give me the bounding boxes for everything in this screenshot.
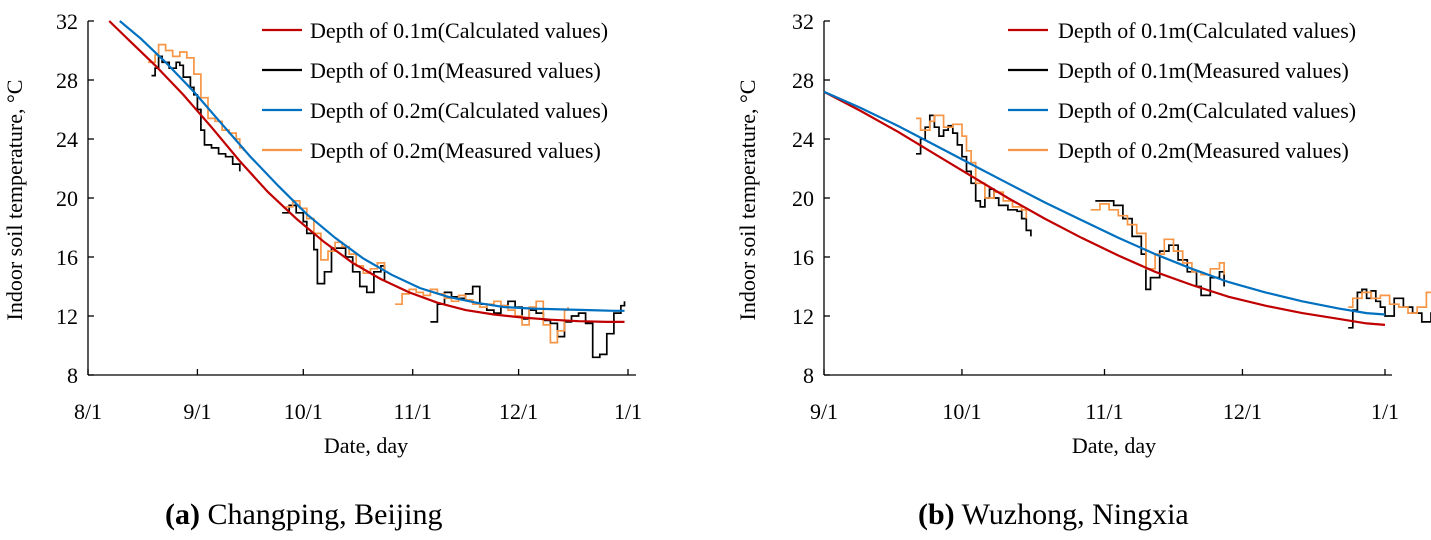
y-axis-title-a: Indoor soil temperature, °C [2,80,27,321]
legend-label-meas-01-b: Depth of 0.1m(Measured values) [1058,58,1349,83]
caption-panel-b: (b) Wuzhong, Ningxia [918,498,1189,532]
x-axis-title-a: Date, day [324,433,408,458]
legend-label-calc-01-b: Depth of 0.1m(Calculated values) [1058,18,1356,43]
caption-panel-a: (a) Changping, Beijing [165,498,442,532]
series-meas-02-a-seg2 [395,288,569,344]
series-meas-02-a-seg1 [285,200,386,275]
x-tick-label-a: 9/1 [183,399,211,424]
caption-b-text: Wuzhong, Ningxia [961,498,1189,531]
x-tick-label-a: 1/1 [614,399,642,424]
chart-panel-b: 8 12 16 20 24 28 32 9/1 10/1 11/1 12/1 1/1 Date, day… [735,9,1431,458]
y-tick-label-b: 20 [792,186,814,211]
chart-panel-a: 8 12 16 20 24 28 32 8/1 9/1 10/1 11/1 12/1 1/1 Date, … [2,9,642,458]
series-meas-02-b-seg2 [1348,291,1431,314]
y-tick-label-a: 12 [56,304,78,329]
legend-label-calc-01-a: Depth of 0.1m(Calculated values) [310,18,608,43]
legend-label-meas-02-b: Depth of 0.2m(Measured values) [1058,138,1349,163]
x-tick-label-b: 9/1 [810,399,838,424]
series-meas-01-b-seg1 [1095,200,1225,297]
y-axis-title-b: Indoor soil temperature, °C [735,80,760,321]
caption-b-tag: (b) [918,498,955,531]
caption-a-text: Changping, Beijing [207,498,443,531]
series-calc-02-b [823,90,1386,316]
x-tick-label-a: 10/1 [284,399,323,424]
y-tick-label-b: 24 [792,127,814,152]
y-tick-label-b: 12 [792,304,814,329]
x-axis-title-b: Date, day [1072,433,1156,458]
series-calc-02-a [119,20,625,312]
y-tick-label-a: 8 [67,363,78,388]
series-calc-01-a [108,20,625,323]
x-tick-label-a: 12/1 [499,399,538,424]
x-tick-label-a: 11/1 [394,399,432,424]
series-calc-01-b [823,90,1386,326]
series-meas-02-b-seg1 [1090,203,1225,276]
y-tick-label-b: 16 [792,245,814,270]
series-meas-02-a-seg0 [148,43,245,151]
legend-label-calc-02-a: Depth of 0.2m(Calculated values) [310,98,608,123]
series-meas-01-b-seg2 [1348,288,1431,329]
legend-label-meas-01-a: Depth of 0.1m(Measured values) [310,58,601,83]
y-tick-label-b: 28 [792,68,814,93]
y-tick-label-a: 28 [56,68,78,93]
y-tick-label-a: 16 [56,245,78,270]
y-tick-label-a: 24 [56,127,78,152]
y-tick-label-b: 32 [792,9,814,34]
y-tick-label-a: 32 [56,9,78,34]
series-meas-01-b-seg0 [916,114,1032,237]
y-tick-label-a: 20 [56,186,78,211]
x-tick-label-a: 8/1 [74,399,102,424]
series-meas-02-b-seg0 [916,114,1028,219]
x-tick-label-b: 12/1 [1223,399,1262,424]
legend-label-calc-02-b: Depth of 0.2m(Calculated values) [1058,98,1356,123]
x-tick-label-b: 10/1 [942,399,981,424]
series-meas-01-a-seg1 [282,204,386,294]
x-tick-label-b: 11/1 [1085,399,1123,424]
x-tick-label-b: 1/1 [1371,399,1399,424]
y-tick-label-b: 8 [803,363,814,388]
caption-a-tag: (a) [165,498,200,531]
legend-label-meas-02-a: Depth of 0.2m(Measured values) [310,138,601,163]
